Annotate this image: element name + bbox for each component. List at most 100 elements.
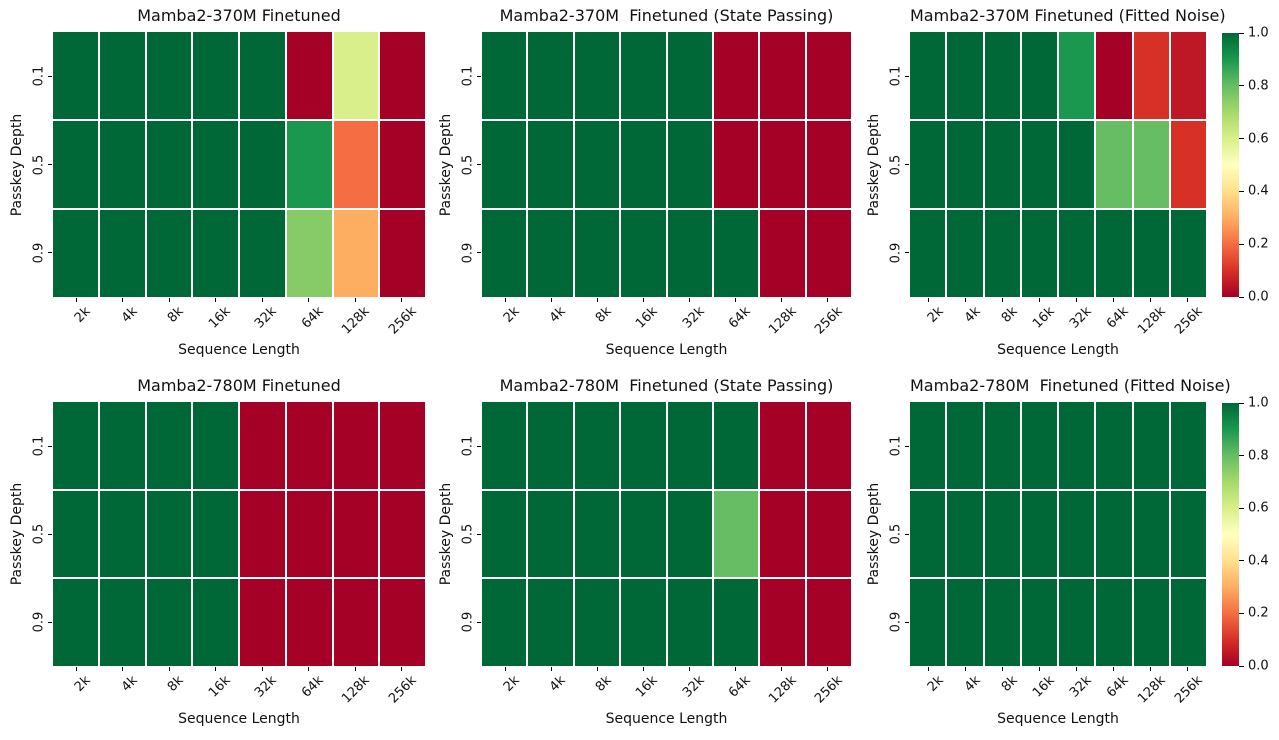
heatmap-cell [333,579,379,666]
heatmap-cell [910,32,946,119]
heatmap-cell [947,210,983,297]
heatmap-cell [333,32,379,119]
heatmap-cell [146,32,192,119]
heatmap-cell [1170,490,1206,578]
x-tick-mark [1002,667,1003,671]
heatmap-cell [528,121,573,208]
heatmap-cell [1096,121,1132,208]
heatmap-cell [333,402,379,489]
heatmap-cell [380,121,425,208]
heatmap-cell [1021,210,1057,297]
heatmap-cell [1059,402,1095,489]
heatmap-cell [574,490,620,578]
x-tick-mark [75,667,77,671]
heatmap-cell [667,210,712,297]
y-axis-label: Passkey Depth [866,482,882,586]
colorbar-gradient [1222,33,1239,297]
heatmap-cell [380,402,425,489]
heatmap-cell [621,210,666,297]
colorbar-tick-mark [1239,32,1244,34]
heatmap-cell [286,32,332,119]
colorbar-tick-mark [1239,85,1244,87]
heatmap-cell [1170,402,1206,489]
heatmap-cell [1059,490,1095,578]
heatmap-cell [146,579,192,666]
x-axis-label: Sequence Length [997,711,1119,727]
colorbar-tick-label: 0.4 [1248,183,1269,199]
panel-title: Mamba2-370M Finetuned (Fitted Noise) [910,6,1226,25]
heatmap-cell [621,32,666,119]
heatmap-cell [482,490,527,578]
heatmap-cell [760,490,805,578]
colorbar-tick-mark [1239,138,1244,140]
x-tick-mark [596,298,598,302]
y-tick-mark [905,445,909,447]
heatmap-cell [1021,490,1057,578]
heatmap-cell [193,490,238,578]
heatmap-cell [53,579,98,666]
x-axis-label: Sequence Length [178,711,300,727]
heatmap-cell [713,490,759,578]
colorbar-tick-mark [1239,560,1244,562]
y-tick-mark [477,445,481,447]
heatmap-cell [1059,210,1095,297]
heatmap-cell [984,579,1020,666]
panel-title: Mamba2-780M Finetuned (Fitted Noise) [910,376,1231,395]
heatmap-cell [760,210,805,297]
colorbar-tick-mark [1239,612,1244,614]
heatmap-cell [1021,121,1057,208]
heatmap-grid [482,32,851,297]
heatmap-cell [574,121,620,208]
x-tick-mark [122,298,124,302]
x-tick-mark [215,298,217,302]
x-tick-mark [261,298,263,302]
heatmap-cell [984,121,1020,208]
heatmap-cell [1170,121,1206,208]
x-tick-mark [1002,298,1003,302]
colorbar-tick-label: 1.0 [1248,25,1269,41]
y-tick-mark [477,621,481,623]
heatmap-cell [146,402,192,489]
x-tick-mark [168,298,170,302]
heatmap-cell [193,579,238,666]
heatmap-cell [193,402,238,489]
heatmap-cell [984,32,1020,119]
y-tick-mark [905,75,909,77]
heatmap-cell [621,579,666,666]
y-tick-mark [905,621,909,623]
x-tick-mark [1039,667,1040,671]
heatmap-cell [380,32,425,119]
heatmap-cell [482,402,527,489]
heatmap-cell [1096,402,1132,489]
y-tick-mark [48,164,52,165]
heatmap-cell [193,210,238,297]
heatmap-cell [713,579,759,666]
heatmap-cell [713,121,759,208]
x-tick-mark [168,667,170,671]
heatmap-grid [53,402,425,666]
heatmap-cell [947,402,983,489]
heatmap-cell [574,32,620,119]
x-tick-mark [504,667,506,671]
x-tick-mark [550,667,552,671]
heatmap-cell [146,121,192,208]
heatmap-cell [482,32,527,119]
heatmap-cell [947,490,983,578]
heatmap-cell [806,32,851,119]
colorbar-tick-label: 0.6 [1248,131,1269,147]
x-tick-mark [689,298,691,302]
heatmap-cell [528,32,573,119]
heatmap-cell [1059,579,1095,666]
heatmap-cell [667,402,712,489]
heatmap-cell [286,121,332,208]
heatmap-cell [806,121,851,208]
x-tick-mark [308,667,310,671]
heatmap-cell [380,210,425,297]
colorbar-tick-label: 0.0 [1248,658,1269,674]
x-tick-mark [1113,298,1114,302]
